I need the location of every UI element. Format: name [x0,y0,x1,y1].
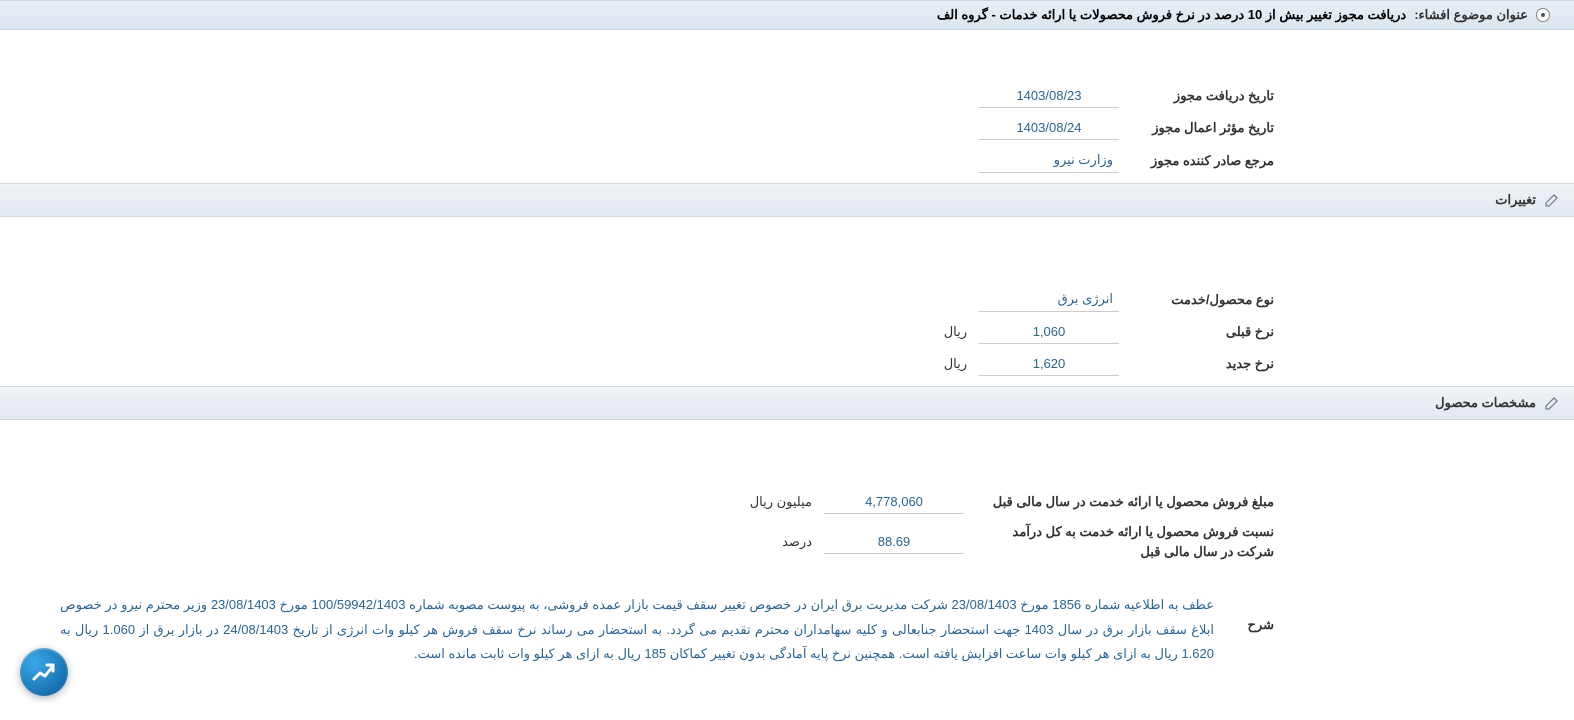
product-type-label: نوع محصول/خدمت [1119,292,1274,308]
bullet-icon [1536,8,1550,22]
permit-effective-date-value: 1403/08/24 [979,116,1119,140]
title-label: عنوان موضوع افشاء: [1414,7,1528,23]
permit-issuer-value: وزارت نیرو [979,148,1119,173]
description-label: شرح [1214,593,1274,633]
edit-icon [1544,395,1560,411]
old-rate-value: 1,060 [979,320,1119,344]
sales-label: مبلغ فروش محصول یا ارائه خدمت در سال مال… [964,492,1274,512]
permit-effective-date-label: تاریخ مؤثر اعمال مجوز [1119,120,1274,136]
new-rate-unit: ریال [944,356,979,372]
new-rate-row: نرخ جدید 1,620 ریال [40,348,1274,380]
sales-unit: میلیون ریال [750,494,824,510]
section-product-spec-title: مشخصات محصول [1435,395,1536,411]
sales-row: مبلغ فروش محصول یا ارائه خدمت در سال مال… [40,486,1274,518]
sales-value: 4,778,060 [824,490,964,514]
ratio-label: نسبت فروش محصول یا ارائه خدمت به کل درآم… [964,522,1274,561]
section-changes: تغییرات [0,183,1574,217]
chart-arrow-icon [31,659,57,685]
permit-receive-date-value: 1403/08/23 [979,84,1119,108]
description-row: شرح عطف به اطلاعیه شماره 1856 مورخ 23/08… [40,585,1274,687]
permit-issuer-label: مرجع صادر کننده مجوز [1119,153,1274,169]
edit-icon [1544,192,1560,208]
section-product-spec: مشخصات محصول [0,386,1574,420]
product-type-row: نوع محصول/خدمت انرژی برق [40,283,1274,316]
section-changes-title: تغییرات [1495,192,1536,208]
permit-receive-date-row: تاریخ دریافت مجوز 1403/08/23 [40,80,1274,112]
description-text: عطف به اطلاعیه شماره 1856 مورخ 23/08/140… [40,593,1214,667]
page-container: عنوان موضوع افشاء: دریافت مجوز تغییر بیش… [0,0,1574,687]
ratio-value: 88.69 [824,530,964,554]
permit-receive-date-label: تاریخ دریافت مجوز [1119,88,1274,104]
new-rate-value: 1,620 [979,352,1119,376]
old-rate-unit: ریال [944,324,979,340]
chart-button[interactable] [20,648,68,696]
permit-issuer-row: مرجع صادر کننده مجوز وزارت نیرو [40,144,1274,177]
ratio-row: نسبت فروش محصول یا ارائه خدمت به کل درآم… [40,518,1274,565]
title-bar: عنوان موضوع افشاء: دریافت مجوز تغییر بیش… [0,0,1574,30]
ratio-unit: درصد [782,534,824,550]
old-rate-label: نرخ قبلی [1119,324,1274,340]
title-value: دریافت مجوز تغییر بیش از 10 درصد در نرخ … [937,7,1406,23]
content: تاریخ دریافت مجوز 1403/08/23 تاریخ مؤثر … [40,40,1274,687]
product-type-value: انرژی برق [979,287,1119,312]
new-rate-label: نرخ جدید [1119,356,1274,372]
old-rate-row: نرخ قبلی 1,060 ریال [40,316,1274,348]
permit-effective-date-row: تاریخ مؤثر اعمال مجوز 1403/08/24 [40,112,1274,144]
